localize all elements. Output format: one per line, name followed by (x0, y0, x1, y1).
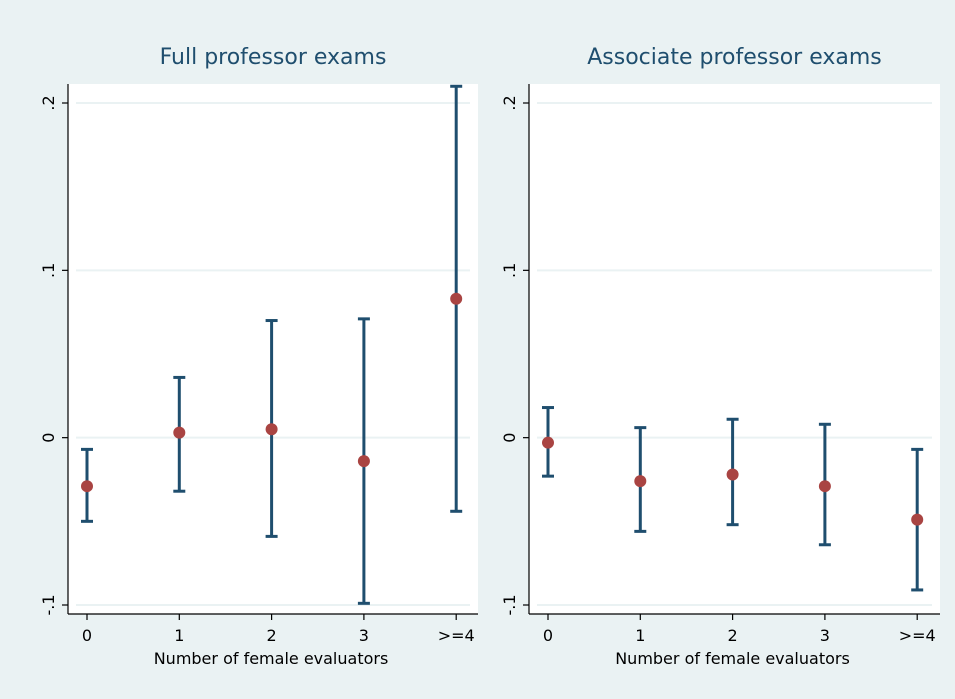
data-point (726, 468, 739, 481)
x-tick-label: 1 (174, 626, 184, 645)
y-tick-label: -.1 (39, 594, 58, 615)
panel-full-professor: Full professor exams Number of female ev… (39, 45, 478, 668)
x-tick-label: >=4 (438, 626, 475, 645)
plot-area-associate-professor (529, 84, 940, 614)
x-tick-label: 0 (543, 626, 553, 645)
x-tick-label: 1 (635, 626, 645, 645)
data-point (818, 480, 831, 493)
data-point (173, 426, 186, 439)
data-point (357, 455, 370, 468)
x-axis-title-full-professor: Number of female evaluators (154, 649, 389, 668)
x-axis-title-associate-professor: Number of female evaluators (615, 649, 850, 668)
panel-title-full-professor: Full professor exams (160, 45, 387, 70)
x-tick-label: >=4 (899, 626, 936, 645)
data-point (911, 513, 924, 526)
x-tick-label: 3 (359, 626, 369, 645)
y-tick-label: .2 (39, 95, 58, 110)
data-point (81, 480, 93, 493)
data-point (450, 292, 463, 305)
y-tick-label: .2 (500, 95, 519, 110)
data-point (265, 423, 278, 436)
y-tick-label: -.1 (500, 594, 519, 615)
data-point (634, 475, 647, 488)
y-tick-label: .1 (500, 263, 519, 278)
x-tick-label: 2 (267, 626, 277, 645)
panel-associate-professor: Associate professor exams Number of fema… (500, 45, 940, 668)
x-tick-label: 3 (820, 626, 830, 645)
data-point (542, 436, 554, 449)
y-tick-label: 0 (500, 433, 519, 443)
y-tick-label: .1 (39, 263, 58, 278)
y-tick-label: 0 (39, 433, 58, 443)
x-tick-label: 0 (82, 626, 92, 645)
panel-title-associate-professor: Associate professor exams (587, 45, 882, 70)
x-tick-label: 2 (728, 626, 738, 645)
